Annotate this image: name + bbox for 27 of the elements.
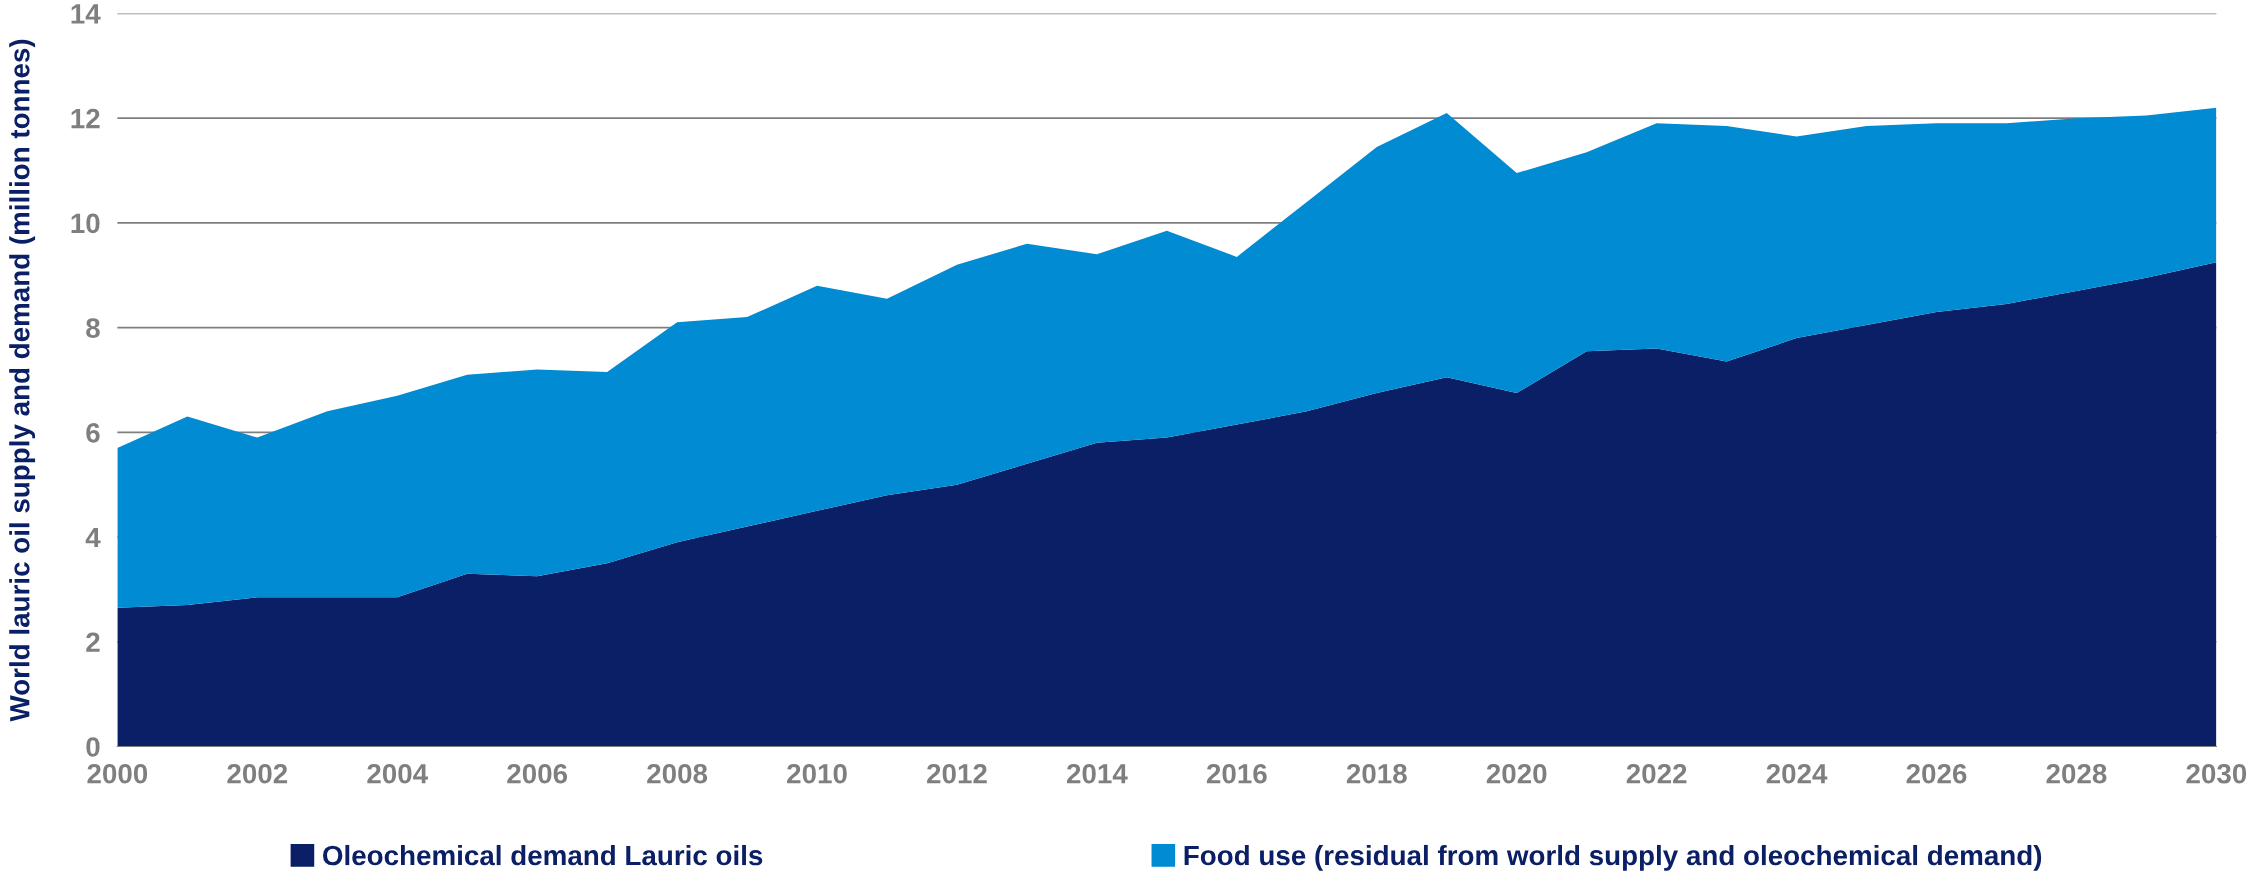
y-tick-label: 10: [71, 213, 100, 234]
x-tick-label: 2002: [227, 763, 288, 784]
x-tick-label: 2000: [87, 763, 148, 784]
x-tick-label: 2030: [2186, 763, 2247, 784]
x-tick-label: 2010: [787, 763, 847, 784]
x-tick-label: 2020: [1486, 763, 1547, 784]
x-tick-label: 2022: [1626, 763, 1687, 784]
y-tick-label: 8: [86, 318, 100, 338]
x-tick-label: 2014: [1066, 763, 1128, 784]
x-tick-label: 2016: [1206, 763, 1267, 784]
x-tick-label: 2008: [647, 763, 708, 784]
y-tick-label: 6: [86, 422, 100, 443]
x-tick-label: 2026: [1906, 763, 1967, 784]
legend-label: Food use (residual from world supply and oleochemical demand): [1184, 844, 2042, 871]
y-tick-label: 12: [71, 108, 100, 129]
legend-label: Oleochemical demand Lauric oils: [323, 844, 763, 866]
x-tick-label: 2004: [367, 763, 428, 784]
x-tick-label: 2018: [1346, 763, 1407, 784]
y-tick-label: 0: [86, 737, 100, 757]
x-tick-label: 2006: [507, 763, 568, 784]
x-tick-label: 2028: [2046, 763, 2107, 784]
y-tick-label: 14: [71, 4, 101, 24]
x-tick-label: 2012: [927, 763, 987, 784]
x-tick-label: 2024: [1766, 763, 1828, 784]
y-tick-label: 4: [85, 527, 101, 548]
y-tick-label: 2: [86, 632, 100, 652]
y-axis-title: World lauric oil supply and demand (million tonnes): [9, 39, 36, 722]
